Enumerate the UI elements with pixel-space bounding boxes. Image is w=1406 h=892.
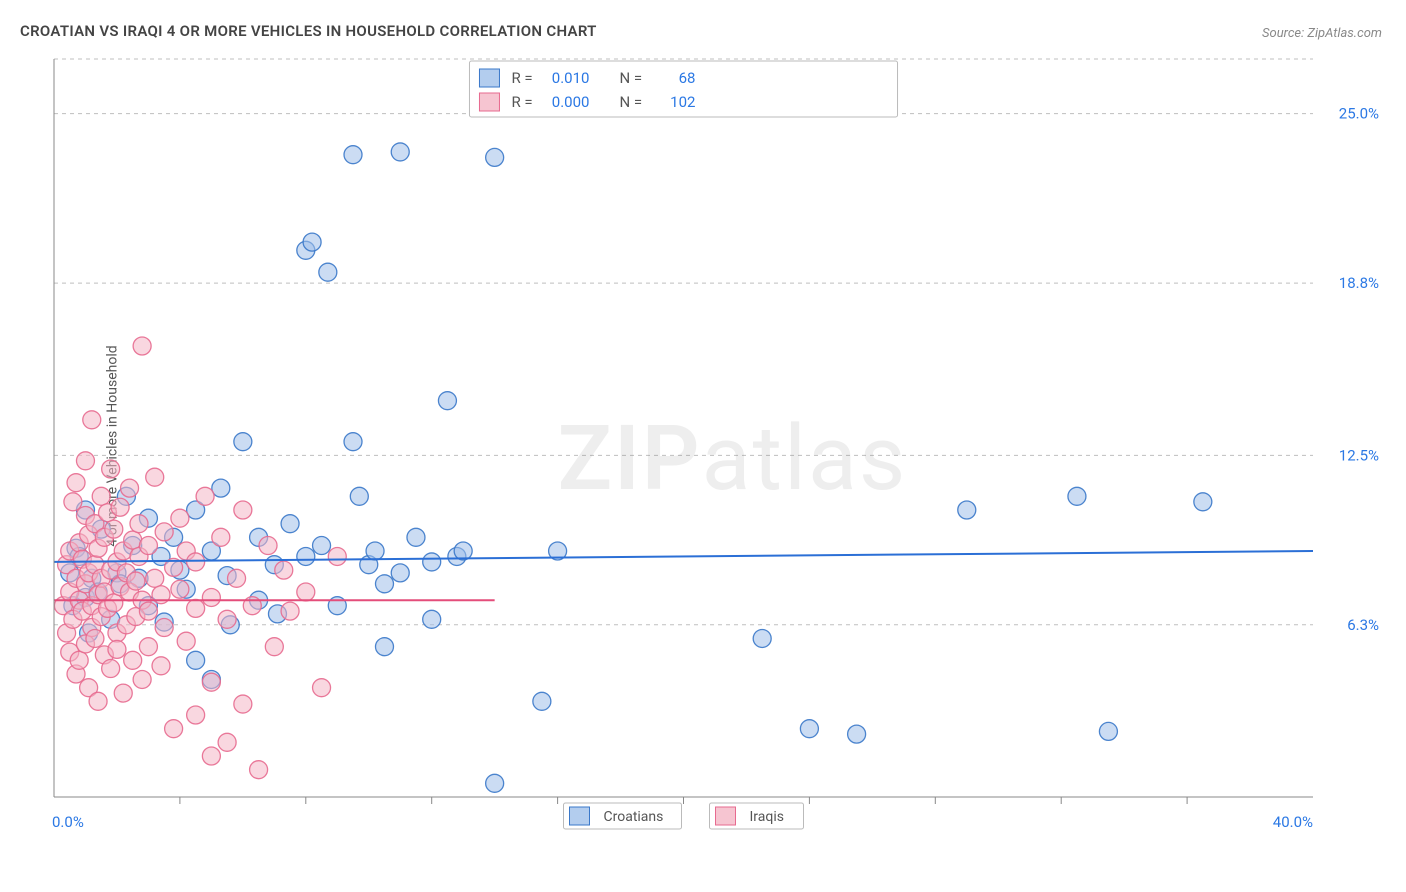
svg-text:0.010: 0.010 bbox=[552, 69, 590, 87]
svg-text:R =: R = bbox=[511, 93, 532, 111]
svg-text:0.000: 0.000 bbox=[552, 93, 590, 111]
svg-text:102: 102 bbox=[670, 93, 695, 111]
svg-text:Croatians: Croatians bbox=[604, 809, 664, 825]
svg-text:N =: N = bbox=[619, 93, 642, 111]
svg-text:18.8%: 18.8% bbox=[1339, 274, 1379, 292]
svg-text:0.0%: 0.0% bbox=[52, 813, 84, 831]
chart-title: CROATIAN VS IRAQI 4 OR MORE VEHICLES IN … bbox=[20, 22, 597, 40]
source-label: Source: ZipAtlas.com bbox=[1262, 26, 1382, 41]
svg-text:Iraqis: Iraqis bbox=[750, 809, 784, 825]
svg-text:R =: R = bbox=[511, 69, 532, 87]
svg-text:6.3%: 6.3% bbox=[1347, 616, 1379, 634]
svg-text:25.0%: 25.0% bbox=[1339, 105, 1379, 123]
svg-text:68: 68 bbox=[679, 69, 696, 87]
svg-text:12.5%: 12.5% bbox=[1339, 446, 1379, 464]
scatter-plot: 6.3% 12.5% 18.8% 25.0% 0.0% 40.0% R = 0.010 N = 6… bbox=[50, 55, 1385, 835]
svg-text:N =: N = bbox=[619, 69, 642, 87]
svg-text:40.0%: 40.0% bbox=[1273, 813, 1313, 831]
